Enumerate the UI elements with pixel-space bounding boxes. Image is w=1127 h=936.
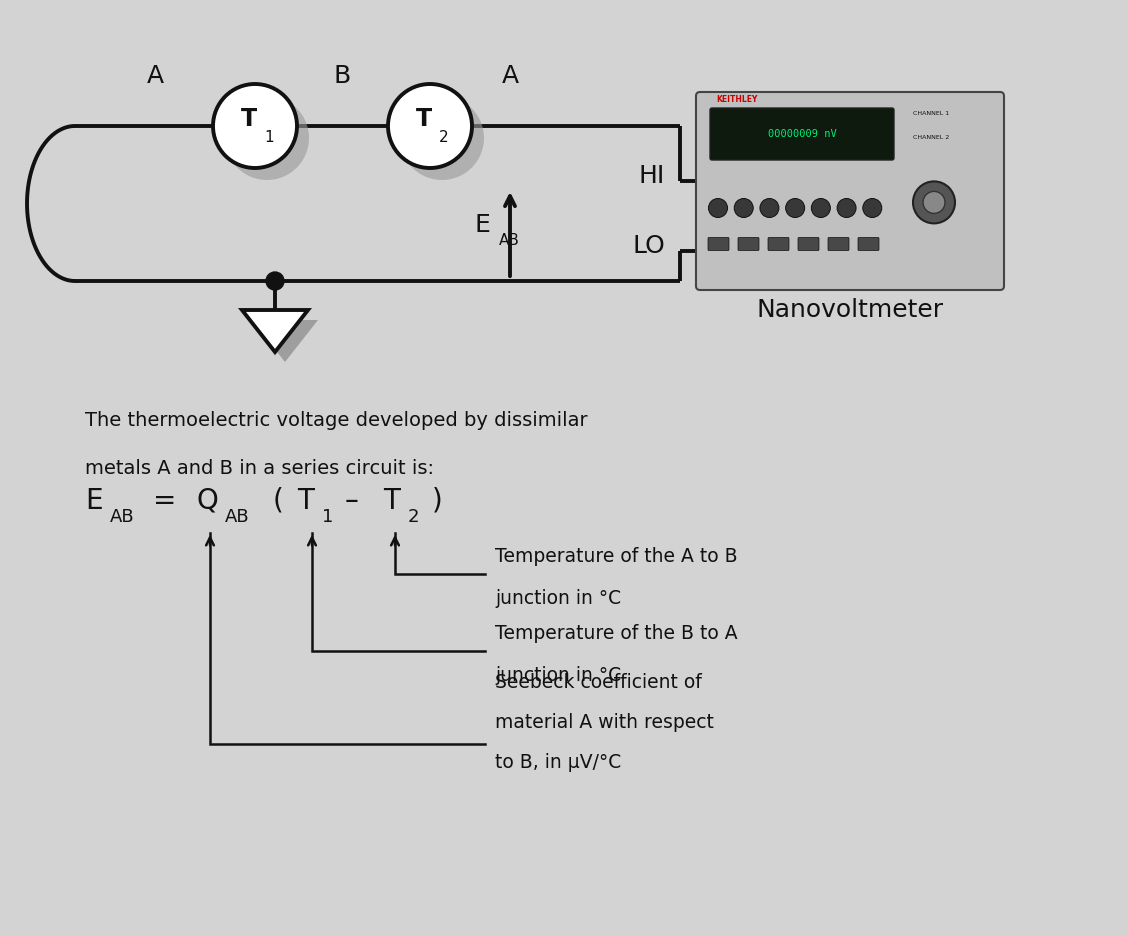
Text: to B, in μV/°C: to B, in μV/°C (495, 753, 621, 772)
Text: E: E (85, 487, 103, 515)
Text: T: T (416, 107, 432, 131)
Text: junction in °C: junction in °C (495, 666, 621, 685)
Text: 1: 1 (264, 130, 274, 145)
FancyBboxPatch shape (708, 238, 729, 251)
Text: AB: AB (499, 233, 520, 248)
Text: =: = (153, 487, 176, 515)
Text: junction in °C: junction in °C (495, 589, 621, 608)
Text: T: T (298, 487, 314, 515)
Text: Seebeck coefficient of: Seebeck coefficient of (495, 673, 702, 692)
Text: AB: AB (225, 508, 249, 526)
Text: Nanovoltmeter: Nanovoltmeter (756, 298, 943, 322)
Text: AB: AB (110, 508, 134, 526)
Text: (: ( (273, 487, 284, 515)
Text: KEITHLEY: KEITHLEY (716, 95, 757, 104)
FancyBboxPatch shape (798, 238, 819, 251)
Polygon shape (242, 310, 308, 352)
Text: A: A (147, 64, 163, 88)
FancyBboxPatch shape (767, 238, 789, 251)
Circle shape (863, 198, 881, 217)
Text: metals A and B in a series circuit is:: metals A and B in a series circuit is: (85, 460, 434, 478)
FancyBboxPatch shape (710, 108, 894, 160)
FancyBboxPatch shape (828, 238, 849, 251)
Circle shape (913, 182, 955, 224)
Text: B: B (334, 64, 350, 88)
Text: Temperature of the B to A: Temperature of the B to A (495, 624, 738, 643)
Text: 00000009 nV: 00000009 nV (767, 129, 836, 139)
Text: 1: 1 (322, 508, 334, 526)
Circle shape (266, 272, 284, 290)
Text: Q: Q (197, 487, 219, 515)
FancyBboxPatch shape (738, 238, 758, 251)
Text: CHANNEL 1: CHANNEL 1 (913, 111, 949, 116)
Circle shape (786, 198, 805, 217)
Circle shape (400, 96, 483, 180)
Text: –: – (345, 487, 358, 515)
Circle shape (734, 198, 753, 217)
Circle shape (760, 198, 779, 217)
Text: 2: 2 (440, 130, 449, 145)
Polygon shape (252, 320, 318, 362)
Text: T: T (383, 487, 400, 515)
Circle shape (709, 198, 728, 217)
Text: HI: HI (639, 164, 665, 188)
Circle shape (388, 84, 472, 168)
Text: E: E (474, 213, 491, 237)
Text: ): ) (432, 487, 443, 515)
Text: A: A (502, 64, 518, 88)
Circle shape (213, 84, 298, 168)
Circle shape (923, 191, 946, 213)
Text: LO: LO (632, 234, 665, 258)
FancyBboxPatch shape (696, 92, 1004, 290)
Circle shape (837, 198, 857, 217)
Text: T: T (241, 107, 257, 131)
Text: The thermoelectric voltage developed by dissimilar: The thermoelectric voltage developed by … (85, 412, 587, 431)
Text: 2: 2 (408, 508, 419, 526)
Text: material A with respect: material A with respect (495, 713, 713, 732)
Text: CHANNEL 2: CHANNEL 2 (913, 136, 949, 140)
FancyBboxPatch shape (858, 238, 879, 251)
Text: Temperature of the A to B: Temperature of the A to B (495, 547, 738, 566)
Circle shape (811, 198, 831, 217)
Circle shape (225, 96, 309, 180)
